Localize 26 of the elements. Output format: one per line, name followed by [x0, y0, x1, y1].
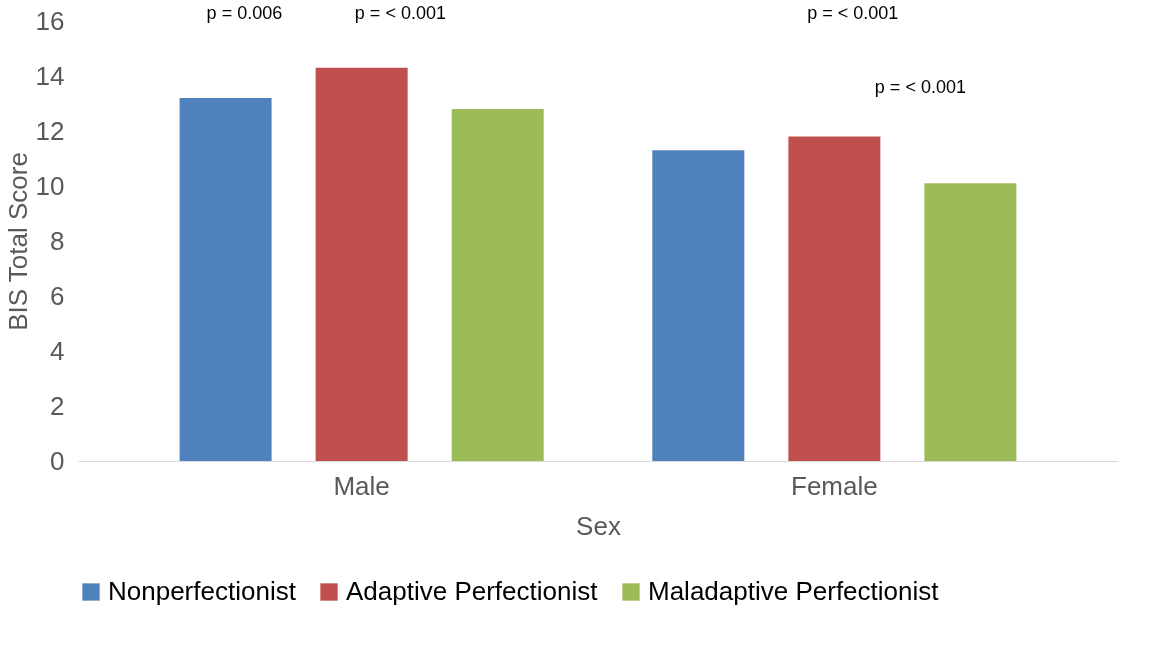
x-axis-title: Sex — [576, 510, 621, 541]
y-axis-title: BIS Total Score — [2, 152, 33, 331]
bar — [788, 136, 881, 461]
y-tick-label: 12 — [35, 115, 65, 146]
x-tick-label: Male — [333, 470, 390, 501]
bar — [451, 109, 544, 461]
y-tick-label: 0 — [50, 445, 65, 476]
bar — [652, 150, 745, 461]
y-tick-label: 10 — [35, 170, 65, 201]
bar — [924, 183, 1017, 461]
annotation: p = < 0.001 — [354, 3, 446, 23]
annotation: p = < 0.001 — [874, 77, 966, 97]
annotation: p = < 0.001 — [807, 3, 899, 23]
legend-label: Nonperfectionist — [108, 576, 297, 606]
bar — [315, 67, 408, 461]
y-tick-label: 6 — [50, 280, 65, 311]
y-tick-label: 14 — [35, 60, 65, 91]
y-tick-label: 4 — [50, 335, 65, 366]
legend-label: Adaptive Perfectionist — [346, 576, 599, 606]
y-tick-label: 16 — [35, 5, 65, 36]
y-tick-label: 2 — [50, 390, 65, 421]
legend-label: Maladaptive Perfectionist — [648, 576, 940, 606]
y-tick-label: 8 — [50, 225, 65, 256]
x-tick-label: Female — [791, 470, 878, 501]
annotation: p = 0.006 — [206, 3, 283, 23]
bar — [179, 98, 272, 461]
